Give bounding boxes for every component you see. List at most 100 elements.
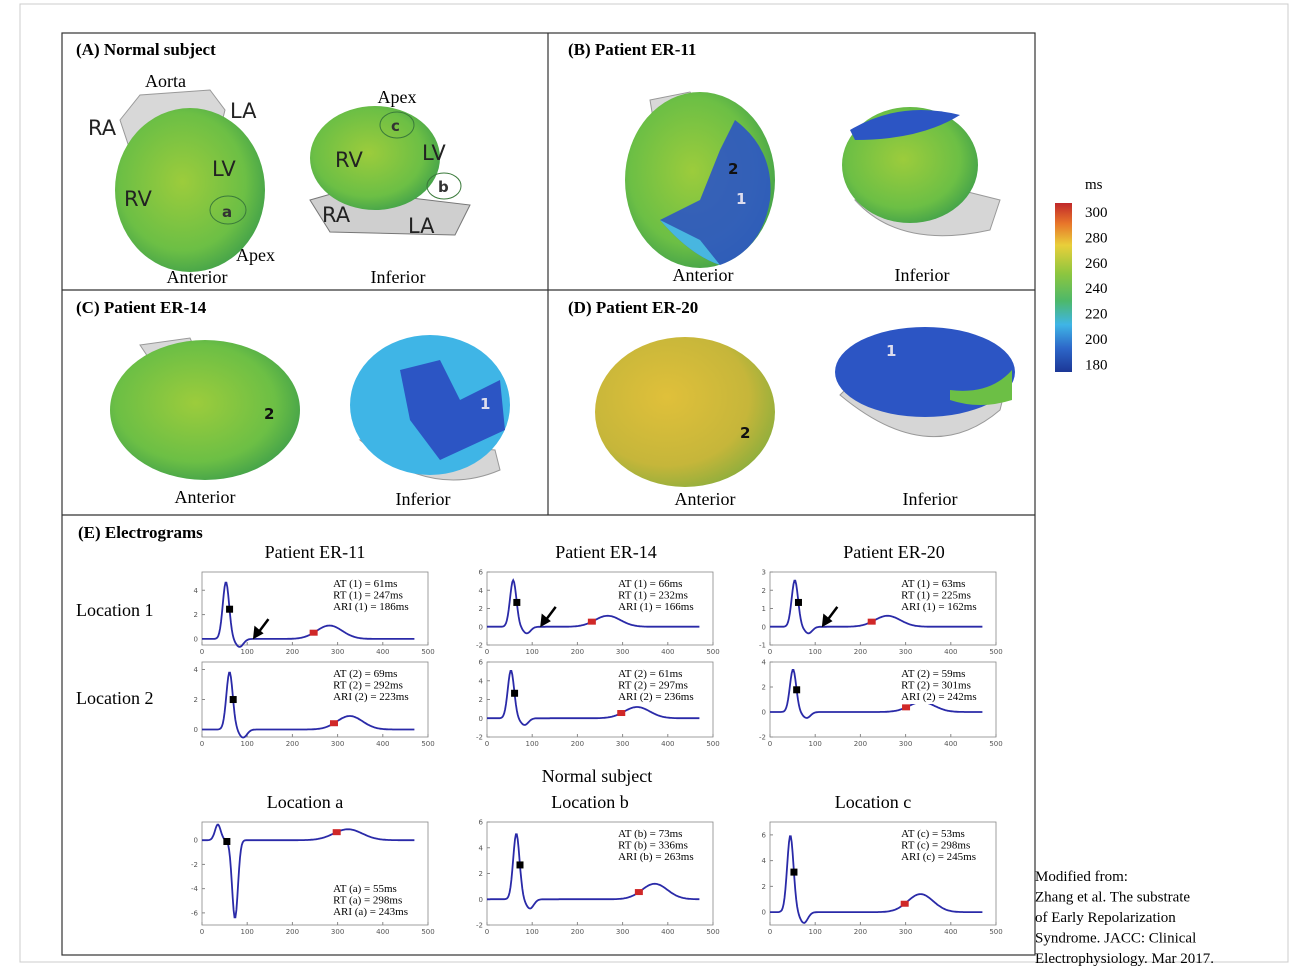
x-tick-label: 300 [331, 648, 344, 656]
rt-marker [900, 900, 909, 907]
trace [487, 670, 700, 726]
y-tick-label: 0 [194, 635, 198, 643]
annotation: ARI (1) = 162ms [901, 601, 977, 613]
x-tick-label: 0 [200, 648, 204, 656]
annotation: RT (1) = 247ms [333, 590, 403, 602]
colorbar-tick-label: 220 [1085, 307, 1108, 323]
x-tick-label: 200 [854, 740, 867, 748]
x-tick-label: 400 [376, 928, 389, 936]
view-label: Anterior [675, 489, 736, 509]
x-tick-label: 100 [809, 740, 822, 748]
label: a [222, 203, 232, 221]
x-tick-label: 200 [286, 648, 299, 656]
y-tick-label: 0 [479, 896, 483, 904]
trace [202, 581, 415, 648]
row-title: Location 1 [76, 600, 153, 620]
x-tick-label: 100 [526, 648, 539, 656]
view-label: Inferior [903, 489, 958, 509]
rt-marker [309, 629, 318, 636]
arrow [252, 618, 270, 640]
annotation: RT (1) = 232ms [618, 590, 688, 602]
y-tick-label: 1 [762, 605, 766, 613]
citation-line: Zhang et al. The substrate [1035, 890, 1190, 906]
annotation: RT (1) = 225ms [901, 590, 971, 602]
x-tick-label: 400 [376, 740, 389, 748]
y-tick-label: -1 [759, 642, 766, 650]
x-tick-label: 0 [200, 740, 204, 748]
view-label: Anterior [175, 487, 236, 507]
at-marker [513, 598, 521, 606]
x-tick-label: 200 [571, 740, 584, 748]
plot-title: Location a [267, 792, 343, 812]
at-marker [790, 868, 798, 876]
y-tick-label: 2 [762, 587, 766, 595]
rt-marker [329, 720, 338, 727]
at-marker [229, 696, 237, 704]
panel-title: (E) Electrograms [78, 523, 203, 542]
label: Apex [236, 245, 275, 265]
y-tick-label: -2 [191, 861, 198, 869]
plot-title: Location c [835, 792, 911, 812]
view-label: Anterior [673, 265, 734, 285]
label: LV [212, 157, 236, 181]
at-marker [223, 837, 231, 845]
trace [770, 579, 983, 635]
y-tick-label: -2 [759, 734, 766, 742]
y-tick-label: 0 [762, 623, 766, 631]
trace [202, 671, 415, 739]
x-tick-label: 500 [989, 648, 1002, 656]
x-tick-label: 0 [485, 648, 489, 656]
y-tick-label: 6 [762, 831, 767, 839]
citation-line: of Early Repolarization [1035, 910, 1176, 926]
panel-title: (C) Patient ER-14 [76, 298, 207, 317]
y-tick-label: 0 [762, 709, 766, 717]
trace [202, 823, 415, 919]
x-tick-label: 0 [485, 740, 489, 748]
y-tick-label: -6 [191, 909, 199, 917]
arrow [540, 606, 557, 628]
colorbar-unit: ms [1085, 177, 1103, 193]
x-tick-label: 500 [706, 928, 719, 936]
colorbar [1055, 203, 1072, 372]
label: LA [230, 99, 257, 123]
at-marker [511, 689, 519, 697]
x-tick-label: 0 [200, 928, 204, 936]
colorbar-tick-label: 260 [1085, 256, 1108, 272]
column-title: Patient ER-14 [555, 542, 657, 562]
y-tick-label: 4 [194, 587, 199, 595]
colorbar-tick-label: 280 [1085, 230, 1108, 246]
y-tick-label: -2 [476, 642, 483, 650]
label: RA [88, 116, 117, 140]
annotation: ARI (c) = 245ms [901, 851, 976, 863]
x-tick-label: 200 [286, 740, 299, 748]
y-tick-label: 4 [479, 677, 484, 685]
annotation: AT (2) = 69ms [333, 668, 397, 680]
x-tick-label: 400 [661, 740, 674, 748]
x-tick-label: 400 [944, 928, 957, 936]
x-tick-label: 500 [421, 928, 434, 936]
annotation: AT (1) = 63ms [901, 578, 965, 590]
annotation: ARI (2) = 242ms [901, 691, 977, 703]
y-tick-label: 2 [762, 883, 766, 891]
label: 1 [480, 395, 490, 413]
x-tick-label: 100 [526, 740, 539, 748]
annotation: RT (2) = 292ms [333, 680, 403, 692]
panel-title: (B) Patient ER-11 [568, 40, 696, 59]
annotation: AT (1) = 61ms [333, 578, 397, 590]
x-tick-label: 0 [768, 648, 772, 656]
column-title: Patient ER-20 [843, 542, 945, 562]
label: 1 [736, 190, 746, 208]
x-tick-label: 300 [616, 740, 629, 748]
view-label: Inferior [895, 265, 950, 285]
label: 2 [740, 424, 750, 442]
annotation: ARI (2) = 223ms [333, 691, 409, 703]
citation-line: Electrophysiology. Mar 2017. [1035, 951, 1214, 966]
x-tick-label: 200 [854, 928, 867, 936]
annotation-box [611, 826, 711, 864]
y-tick-label: 4 [479, 587, 484, 595]
